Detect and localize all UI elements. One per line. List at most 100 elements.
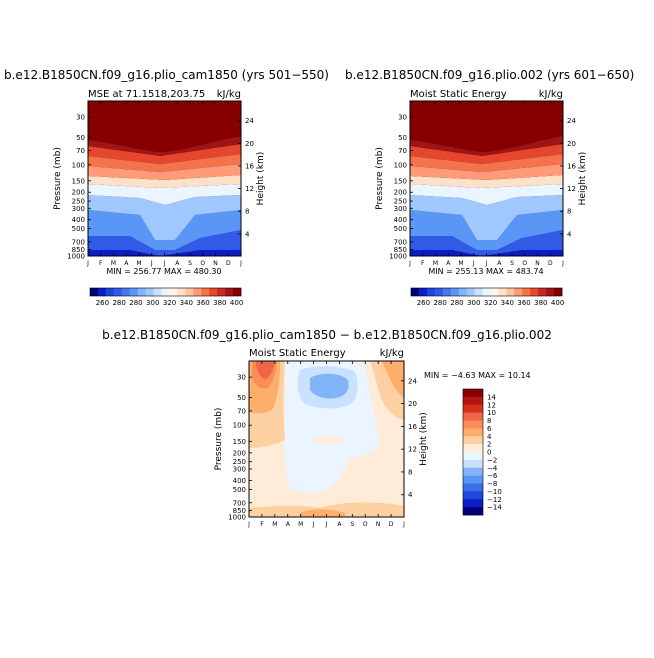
colorbar-swatch <box>105 288 115 296</box>
colorbar-swatch <box>450 288 459 296</box>
x-tick-label: F <box>260 521 264 528</box>
y-tick-label: 250 <box>72 198 85 206</box>
y-right-tick-label: 16 <box>408 423 417 431</box>
y-right-tick-label: 20 <box>567 140 576 148</box>
panel-a-units: kJ/kg <box>217 89 241 100</box>
colorbar-swatch <box>546 288 555 296</box>
y-right-tick-label: 8 <box>408 468 412 476</box>
colorbar-swatch <box>161 288 170 296</box>
colorbar-swatch <box>463 452 483 461</box>
band <box>88 136 241 156</box>
band <box>410 230 563 256</box>
y-right-axis-title: Height (km) <box>256 152 266 206</box>
band <box>88 240 241 256</box>
x-tick-label: A <box>497 260 502 267</box>
colorbar-swatch <box>463 436 483 445</box>
panel-c-units: kJ/kg <box>380 348 404 359</box>
y-tick-label: 850 <box>233 507 246 515</box>
x-tick-label: J <box>239 260 242 267</box>
y-right-tick-label: 4 <box>567 230 572 238</box>
colorbar-swatch <box>463 404 483 413</box>
colorbar-label: 340 <box>501 299 514 307</box>
y-tick-label: 30 <box>398 114 407 122</box>
colorbar-label: 320 <box>163 299 176 307</box>
band <box>382 361 404 398</box>
x-tick-label: M <box>272 521 277 528</box>
y-right-tick-label: 16 <box>245 162 254 170</box>
colorbar-frame <box>410 287 563 297</box>
y-tick-label: 70 <box>76 147 85 155</box>
band <box>88 164 241 180</box>
colorbar-swatch <box>434 288 444 296</box>
colorbar-swatch <box>145 288 154 296</box>
colorbar-label: −6 <box>487 472 498 480</box>
panel-b: b.e12.B1850CN.f09_g16.plio.002 (yrs 601−… <box>345 68 634 307</box>
y-tick-label: 30 <box>237 374 246 382</box>
x-tick-label: A <box>337 521 342 528</box>
panel-a-subtitle: MSE at 71.1518,203.75 <box>88 89 205 100</box>
y-tick-label: 100 <box>72 161 85 169</box>
colorbar-label: 12 <box>487 401 496 409</box>
band <box>88 210 241 250</box>
colorbar-label: 400 <box>551 299 564 307</box>
colorbar-label: 0 <box>487 449 491 457</box>
x-tick-label: D <box>226 260 231 267</box>
x-tick-label: S <box>350 521 354 528</box>
colorbar-swatch <box>418 288 428 296</box>
colorbar-label: 4 <box>487 433 492 441</box>
panel-c-axes: J F M A M J J A S O N D J305070100150200250300400500… <box>214 361 429 528</box>
y-right-tick-label: 20 <box>408 400 417 408</box>
y-right-tick-label: 12 <box>408 446 417 454</box>
y-tick-label: 50 <box>76 134 85 142</box>
y-tick-label: 100 <box>394 161 407 169</box>
panel-c-plot <box>249 361 404 517</box>
x-tick-label: N <box>535 260 540 267</box>
colorbar-swatch <box>458 288 467 296</box>
colorbar-swatch <box>185 288 194 296</box>
x-tick-label: J <box>86 260 89 267</box>
panel-b-colorbar: 260 280 280 300 320 340 360 380 400 <box>410 287 564 307</box>
colorbar-label: −8 <box>487 480 497 488</box>
y-tick-label: 70 <box>237 407 246 415</box>
x-tick-label: S <box>188 260 192 267</box>
colorbar-swatch <box>530 288 539 296</box>
y-tick-label: 400 <box>72 216 85 224</box>
band <box>410 210 563 250</box>
y-tick-label: 100 <box>233 422 246 430</box>
colorbar-swatch <box>463 428 483 437</box>
colorbar-swatch <box>201 288 210 296</box>
y-right-tick-label: 4 <box>245 230 250 238</box>
y-tick-label: 400 <box>233 477 246 485</box>
x-tick-label: D <box>389 521 394 528</box>
colorbar-swatch <box>463 389 483 398</box>
panel-b-title: b.e12.B1850CN.f09_g16.plio.002 (yrs 601−… <box>345 68 634 82</box>
x-tick-label: J <box>561 260 564 267</box>
colorbar-swatch <box>426 288 436 296</box>
y-tick-label: 200 <box>72 189 85 197</box>
colorbar-swatch <box>482 288 491 296</box>
colorbar-label: −10 <box>487 488 502 496</box>
y-tick-label: 150 <box>72 177 85 185</box>
x-tick-label: J <box>150 260 153 267</box>
colorbar-frame <box>89 287 242 297</box>
panel-a-plot <box>88 101 241 256</box>
x-tick-label: S <box>510 260 514 267</box>
y-axis-title: Pressure (mb) <box>53 147 63 210</box>
band <box>310 373 349 399</box>
y-right-axis-title: Height (km) <box>419 412 429 466</box>
colorbar-label: −14 <box>487 504 502 512</box>
panel-c-min-max: MIN = −4.63 MAX = 10.14 <box>424 371 531 380</box>
y-tick-label: 850 <box>394 246 407 254</box>
colorbar-swatch <box>177 288 186 296</box>
band <box>88 175 241 188</box>
colorbar-swatch <box>233 288 242 296</box>
x-tick-label: J <box>325 521 328 528</box>
colorbar-label: −2 <box>487 456 497 464</box>
panel-b-subtitle: Moist Static Energy <box>410 89 507 100</box>
panel-b-plot <box>410 101 563 256</box>
y-tick-label: 300 <box>233 465 246 473</box>
y-tick-label: 1000 <box>67 253 85 261</box>
x-tick-label: J <box>485 260 488 267</box>
colorbar-swatch <box>121 288 131 296</box>
band <box>300 509 345 517</box>
